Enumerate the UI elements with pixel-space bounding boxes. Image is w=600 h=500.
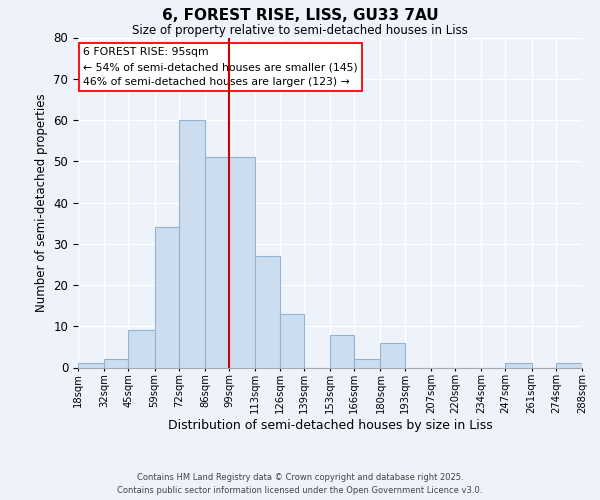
X-axis label: Distribution of semi-detached houses by size in Liss: Distribution of semi-detached houses by …	[167, 419, 493, 432]
Bar	[229, 157, 256, 368]
Bar	[505, 364, 532, 368]
Bar	[78, 364, 104, 368]
Text: Size of property relative to semi-detached houses in Liss: Size of property relative to semi-detach…	[132, 24, 468, 37]
Bar	[104, 359, 128, 368]
Bar	[354, 359, 380, 368]
Bar	[179, 120, 205, 368]
Bar	[155, 227, 179, 368]
Bar	[330, 334, 354, 368]
Y-axis label: Number of semi-detached properties: Number of semi-detached properties	[35, 93, 48, 312]
Text: Contains HM Land Registry data © Crown copyright and database right 2025.
Contai: Contains HM Land Registry data © Crown c…	[118, 474, 482, 495]
Bar	[556, 364, 582, 368]
Bar	[256, 256, 280, 368]
Bar	[380, 343, 404, 367]
Text: 6 FOREST RISE: 95sqm
← 54% of semi-detached houses are smaller (145)
46% of semi: 6 FOREST RISE: 95sqm ← 54% of semi-detac…	[83, 48, 358, 87]
Bar	[128, 330, 155, 368]
Bar	[205, 157, 229, 368]
Text: 6, FOREST RISE, LISS, GU33 7AU: 6, FOREST RISE, LISS, GU33 7AU	[161, 8, 439, 22]
Bar	[280, 314, 304, 368]
